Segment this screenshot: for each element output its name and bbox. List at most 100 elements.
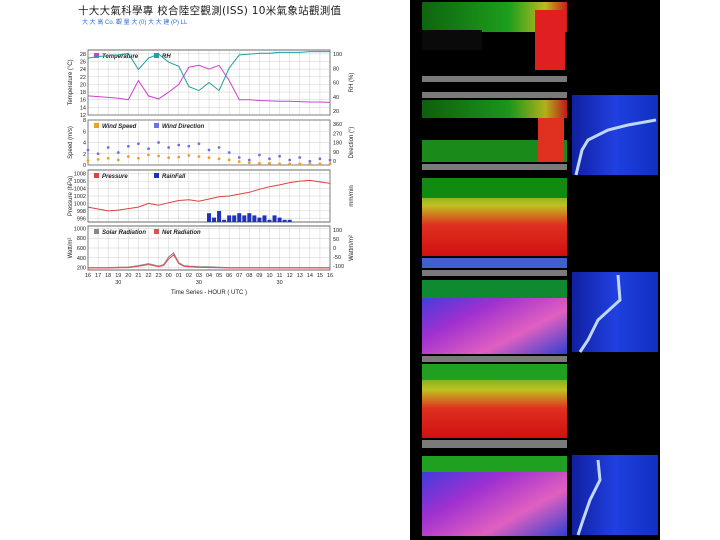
- chart-subtitle: 大 大 高 Co. 觀 量 大 (0) 大 大 建 (P) LL: [82, 20, 188, 26]
- x-tick-label: 18: [105, 273, 111, 279]
- rainfall-bar: [227, 215, 232, 222]
- series-point-wind-speed: [96, 157, 100, 161]
- y-tick-label: 12: [80, 113, 86, 119]
- series-point-wind-speed: [278, 162, 281, 166]
- y2-tick-label: 0: [333, 159, 336, 165]
- y-tick-label: 14: [80, 105, 86, 111]
- y-tick-label: 22: [80, 75, 86, 81]
- radar-image-column: [410, 0, 570, 540]
- y2-axis-label: RH (%): [349, 73, 355, 93]
- x-date-label: 30: [115, 280, 121, 286]
- rainfall-bar: [262, 215, 267, 222]
- series-point-wind-speed: [207, 156, 211, 160]
- y2-tick-label: 90: [333, 150, 339, 156]
- series-line: [87, 179, 331, 212]
- profile-image-column: [568, 0, 660, 540]
- x-tick-label: 16: [85, 273, 91, 279]
- y2-tick-label: 20: [333, 109, 339, 115]
- series-point-wind-speed: [288, 162, 292, 166]
- x-tick-label: 07: [236, 273, 242, 279]
- y-tick-label: 18: [80, 90, 86, 96]
- series-point-wind-speed: [106, 156, 110, 160]
- series-point-wind-direction: [177, 143, 181, 147]
- y-tick-label: 26: [80, 59, 86, 65]
- series-line: [88, 254, 330, 269]
- x-date-label: 30: [196, 280, 202, 286]
- series-point-wind-direction: [137, 142, 140, 146]
- rainfall-bar: [282, 219, 287, 222]
- profile-panel-2: [572, 272, 658, 353]
- series-point-wind-direction: [278, 154, 281, 158]
- series-point-wind-direction: [116, 151, 120, 154]
- x-axis-label: Time Series - HOUR ( UTC ): [171, 290, 247, 296]
- rainfall-bar: [277, 217, 282, 222]
- series-point-wind-speed: [167, 156, 171, 160]
- radar-panel-3: [422, 178, 567, 276]
- y-tick-label: 20: [80, 82, 86, 88]
- y2-tick-label: 80: [333, 66, 339, 72]
- y2-tick-label: 60: [333, 81, 339, 87]
- x-tick-label: 03: [196, 273, 202, 279]
- y-tick-label: 24: [80, 67, 86, 73]
- series-point-wind-speed: [258, 161, 261, 165]
- x-tick-label: 23: [156, 273, 162, 279]
- series-point-wind-speed: [308, 162, 312, 166]
- radar-panel-4: [422, 280, 567, 362]
- series-line: [87, 51, 330, 92]
- series-point-wind-direction: [288, 158, 292, 162]
- x-tick-label: 14: [307, 273, 313, 279]
- y-tick-label: 998: [77, 209, 86, 215]
- y2-tick-label: -100: [333, 264, 344, 270]
- rainfall-bar: [272, 215, 277, 222]
- series-point-wind-speed: [86, 159, 90, 162]
- profile-panel-3: [572, 455, 658, 536]
- y-axis-label: Speed (m/s): [68, 126, 74, 159]
- x-tick-label: 09: [256, 273, 262, 279]
- legend-swatch: [94, 229, 99, 234]
- x-tick-label: 13: [297, 273, 303, 279]
- series-point-wind-direction: [308, 159, 312, 163]
- series-point-wind-direction: [197, 142, 201, 146]
- profile-panel-1: [572, 95, 658, 176]
- series-point-wind-speed: [298, 162, 302, 166]
- series-point-wind-direction: [126, 144, 130, 148]
- y-tick-label: 6: [83, 129, 86, 135]
- y2-axis-label: mm/min: [349, 185, 355, 206]
- x-tick-label: 00: [166, 273, 172, 279]
- x-tick-label: 15: [317, 273, 323, 279]
- y-tick-label: 1008: [74, 172, 86, 178]
- series-point-wind-speed: [187, 154, 191, 157]
- rainfall-bar: [237, 213, 242, 222]
- series-point-wind-direction: [187, 144, 191, 148]
- series-point-wind-direction: [96, 152, 100, 156]
- series-point-wind-speed: [126, 155, 130, 158]
- series-point-wind-speed: [217, 157, 221, 161]
- radar-panel-5: [422, 364, 567, 448]
- y-axis-label: Temperature (°C): [68, 59, 74, 105]
- rainfall-bar: [247, 213, 252, 222]
- legend-label: Temperature: [102, 54, 139, 60]
- rainfall-bar: [222, 219, 227, 222]
- rainfall-bar: [217, 211, 222, 222]
- series-point-wind-direction: [157, 141, 160, 144]
- series-point-wind-direction: [298, 156, 302, 159]
- series-point-wind-direction: [227, 151, 231, 154]
- y-tick-label: 200: [77, 266, 86, 272]
- x-tick-label: 08: [246, 273, 252, 279]
- legend-swatch: [154, 229, 159, 234]
- y-tick-label: 800: [77, 236, 86, 242]
- y-tick-label: 1006: [74, 179, 86, 185]
- y2-tick-label: 50: [333, 237, 339, 243]
- x-tick-label: 16: [327, 273, 333, 279]
- series-point-wind-direction: [147, 147, 150, 151]
- series-point-wind-direction: [217, 146, 221, 149]
- series-point-wind-speed: [247, 161, 251, 165]
- rainfall-bar: [267, 219, 272, 222]
- series-point-wind-speed: [147, 153, 150, 157]
- y2-tick-label: 0: [333, 246, 336, 252]
- rainfall-bar: [287, 219, 292, 222]
- y-tick-label: 400: [77, 256, 86, 262]
- series-point-wind-speed: [197, 155, 201, 158]
- series-line: [87, 64, 331, 103]
- weather-station-chart: 28262422201816141210080604020Temperature…: [68, 49, 355, 296]
